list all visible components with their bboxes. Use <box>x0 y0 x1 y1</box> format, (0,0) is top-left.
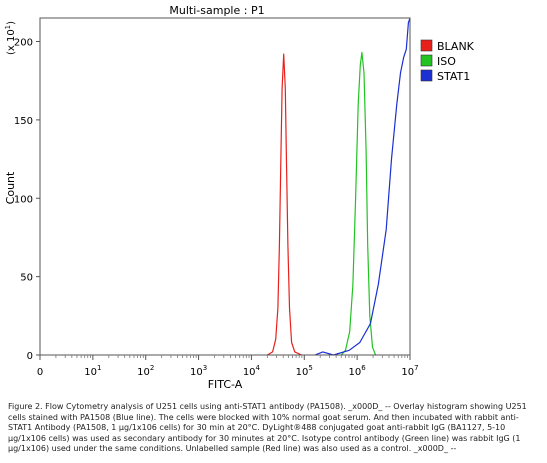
legend-swatch-stat1 <box>420 69 433 82</box>
x-tick-label: 105 <box>296 364 313 378</box>
series-line-stat1 <box>314 17 411 356</box>
y-tick-label: 50 <box>20 273 33 284</box>
y-tick-label: 200 <box>14 38 33 49</box>
legend-label-stat1: STAT1 <box>437 70 470 83</box>
x-tick-label: 106 <box>349 364 367 378</box>
x-tick-label: 0 <box>37 367 43 378</box>
y-tick-label: 150 <box>14 116 33 127</box>
y-axis-multiplier: (x 101) <box>4 21 17 55</box>
chart-title: Multi-sample : P1 <box>169 4 264 17</box>
x-tick-label: 102 <box>137 364 154 378</box>
legend-label-iso: ISO <box>437 55 456 68</box>
legend: BLANK ISO STAT1 <box>420 39 475 83</box>
x-axis-label: FITC-A <box>208 378 243 391</box>
series-line-iso <box>340 51 377 356</box>
legend-swatch-iso <box>420 54 433 67</box>
x-tick-label: 104 <box>243 364 261 378</box>
x-tick-label: 101 <box>84 364 101 378</box>
plot-frame <box>39 17 411 356</box>
x-tick-label: 103 <box>190 364 207 378</box>
y-tick-label: 0 <box>27 351 33 362</box>
legend-swatch-blank <box>420 39 433 52</box>
x-tick-label: 107 <box>401 364 418 378</box>
legend-label-blank: BLANK <box>437 40 475 53</box>
y-axis-label: Count <box>4 171 17 204</box>
figure-caption: Figure 2. Flow Cytometry analysis of U25… <box>8 402 527 454</box>
series-line-blank <box>266 53 302 356</box>
y-tick-label: 100 <box>14 194 33 205</box>
